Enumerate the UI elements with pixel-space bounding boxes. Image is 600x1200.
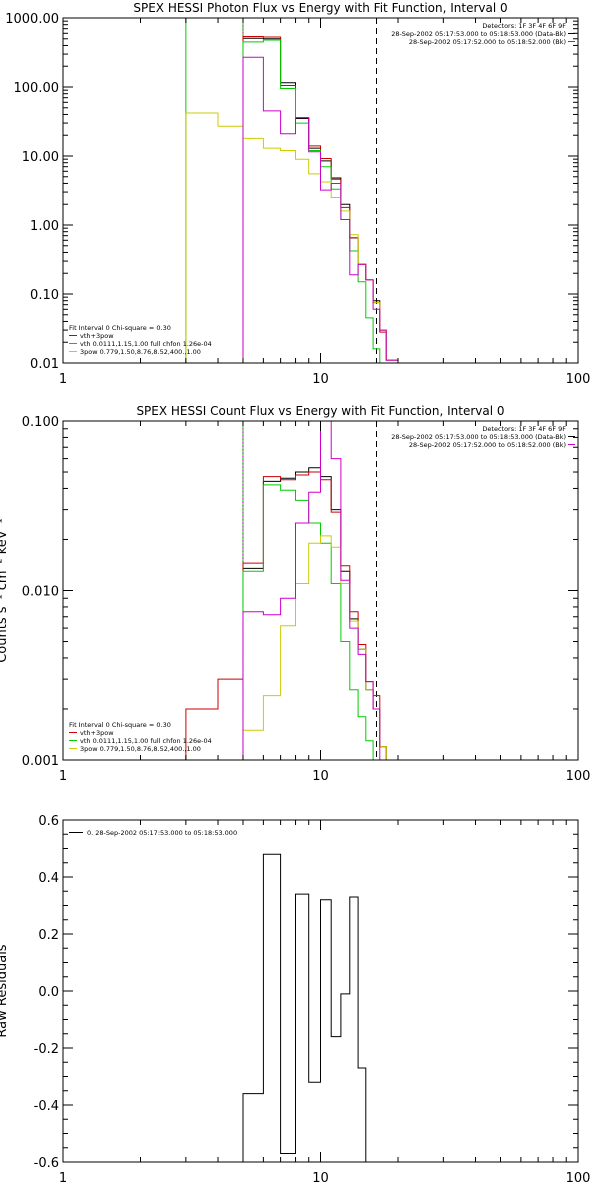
legend-label: 3pow 0.779,1.50,8.76,8.52,400.,1.00 xyxy=(80,745,201,753)
y-tick-label: 0.010 xyxy=(22,585,59,600)
series-line xyxy=(242,39,381,363)
chart-panel-1: SPEX HESSI Photon Flux vs Energy with Fi… xyxy=(5,1,590,387)
legend-label: 0. 28-Sep-2002 05:17:53.000 to 05:18:53.… xyxy=(87,829,237,837)
series-line xyxy=(242,36,399,363)
header-note: 28-Sep-2002 05:17:52.000 to 05:18:52.000… xyxy=(409,441,566,449)
y-tick-label: 0.0 xyxy=(38,985,59,1000)
y-tick-label: 0.4 xyxy=(38,871,59,886)
y-tick-label: -0.4 xyxy=(34,1099,59,1114)
plot-frame xyxy=(62,17,579,364)
x-tick-label: 10 xyxy=(312,769,329,784)
series-line xyxy=(242,853,377,1162)
y-tick-label: 0.10 xyxy=(30,288,59,303)
y-tick-label: 100.00 xyxy=(14,81,60,96)
header-note: 28-Sep-2002 05:17:53.000 to 05:18:53.000… xyxy=(391,30,566,38)
x-tick-label: 100 xyxy=(566,1171,591,1186)
plot-area xyxy=(185,18,399,363)
fit-info: Fit Interval 0 Chi-square = 0.30 xyxy=(69,324,171,332)
legend-label: vth 0.0111,1.15,1.00 full chfon 1.26e-04 xyxy=(80,737,212,745)
y-tick-label: 0.6 xyxy=(38,814,59,829)
y-tick-label: 0.2 xyxy=(38,928,59,943)
plot-frame xyxy=(62,420,579,761)
legend-label: vth+3pow xyxy=(80,332,114,340)
y-tick-label: -0.2 xyxy=(34,1042,59,1057)
y-axis-label: Raw Residuals xyxy=(0,944,10,1037)
chart-title: SPEX HESSI Photon Flux vs Energy with Fi… xyxy=(133,1,507,15)
header-note: Detectors: 1F 3F 4F 6F 9F xyxy=(482,22,566,30)
x-tick-label: 1 xyxy=(59,1171,67,1186)
x-tick-label: 10 xyxy=(312,372,329,387)
y-tick-label: 10.00 xyxy=(22,150,59,165)
series-line xyxy=(242,56,399,363)
series-line xyxy=(242,535,387,760)
legend-label: vth 0.0111,1.15,1.00 full chfon 1.26e-04 xyxy=(80,340,212,348)
y-tick-label: 0.100 xyxy=(22,415,59,430)
series-line xyxy=(242,467,387,760)
x-tick-label: 10 xyxy=(312,1171,329,1186)
plot-frame xyxy=(62,819,579,1163)
plot-area xyxy=(185,421,387,760)
legend-label: 3pow 0.779,1.50,8.76,8.52,400.,1.00 xyxy=(80,348,201,356)
legend-label: vth+3pow xyxy=(80,729,114,737)
y-axis-label: Counts s⁻¹ cm⁻² keV⁻¹ xyxy=(0,518,10,663)
y-tick-label: 1000.00 xyxy=(5,12,59,27)
header-note: 28-Sep-2002 05:17:52.000 to 05:18:52.000… xyxy=(409,38,566,46)
series-line xyxy=(185,112,399,363)
series-line xyxy=(242,37,399,363)
fit-info: Fit Interval 0 Chi-square = 0.30 xyxy=(69,721,171,729)
y-tick-label: 0.01 xyxy=(30,357,59,372)
y-tick-label: 0.001 xyxy=(22,754,59,769)
header-note: Detectors: 1F 3F 4F 6F 9F xyxy=(482,425,566,433)
x-tick-label: 100 xyxy=(566,769,591,784)
plot-area xyxy=(242,853,377,1162)
y-tick-label: -0.6 xyxy=(34,1156,59,1171)
x-tick-label: 1 xyxy=(59,769,67,784)
x-tick-label: 100 xyxy=(566,372,591,387)
header-note: 28-Sep-2002 05:17:53.000 to 05:18:53.000… xyxy=(391,433,566,441)
y-tick-label: 1.00 xyxy=(30,219,59,234)
series-line xyxy=(242,484,374,760)
x-tick-label: 1 xyxy=(59,372,67,387)
chart-title: SPEX HESSI Count Flux vs Energy with Fit… xyxy=(136,404,504,418)
chart-panel-2: SPEX HESSI Count Flux vs Energy with Fit… xyxy=(0,404,590,784)
series-line xyxy=(185,471,387,760)
series-line xyxy=(242,421,381,760)
chart-panel-3: Raw Residuals 1 10 100 -0.6 -0.4 -0.2 0.0 0.2 0.4… xyxy=(0,814,590,1186)
